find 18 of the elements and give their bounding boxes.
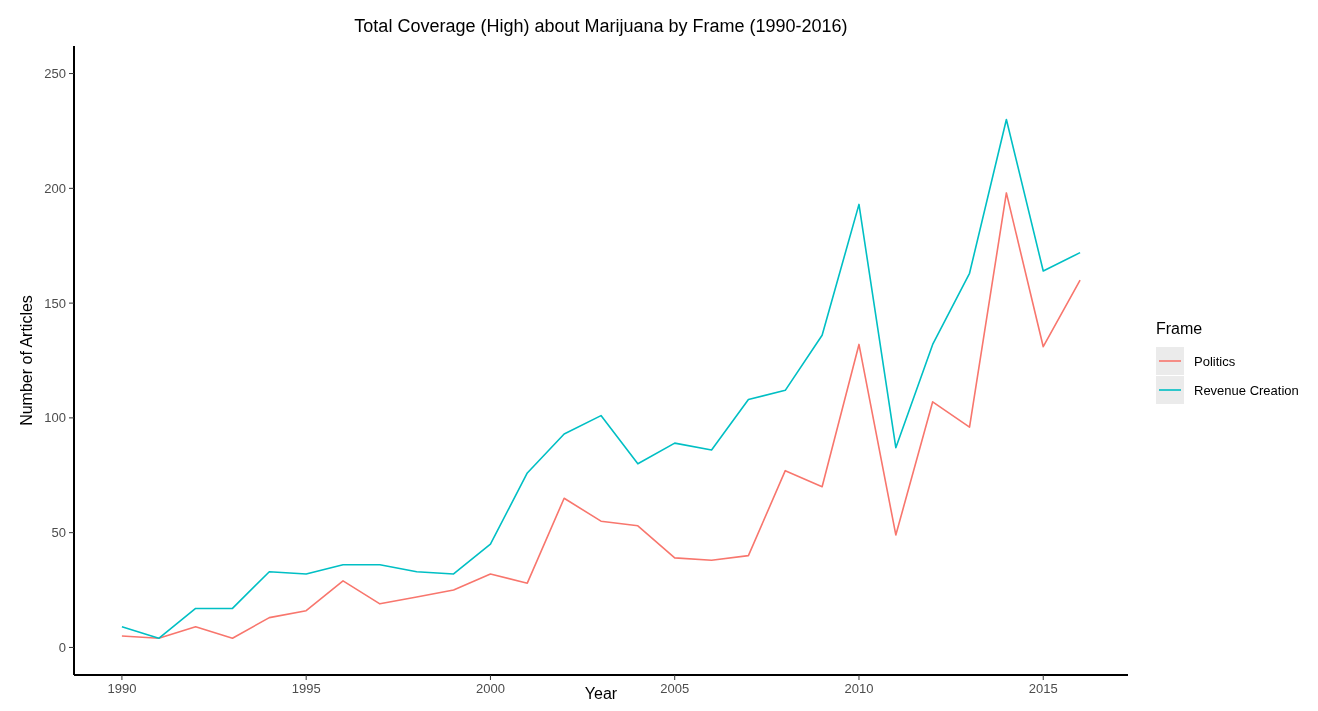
y-tick-label: 0 [58,639,66,655]
y-axis-title: Number of Articles [18,295,35,426]
x-tick-label: 1995 [291,681,321,696]
x-tick-label: 2010 [844,681,874,696]
legend-label: Revenue Creation [1194,383,1299,398]
y-tick-label: 100 [44,410,66,426]
legend-title: Frame [1156,320,1203,337]
x-axis-title: Year [584,685,618,702]
y-tick-label: 150 [44,295,66,311]
y-tick-label: 250 [44,66,66,82]
y-tick-label: 200 [44,180,66,196]
x-tick-label: 2000 [475,681,505,696]
y-tick-label: 50 [51,525,66,541]
x-tick-label: 2005 [660,681,690,696]
x-tick-label: 2015 [1028,681,1058,696]
chart-title: Total Coverage (High) about Marijuana by Frame (1990-2016) [354,16,848,36]
x-tick-label: 1990 [107,681,137,696]
legend-label: Politics [1194,354,1236,369]
